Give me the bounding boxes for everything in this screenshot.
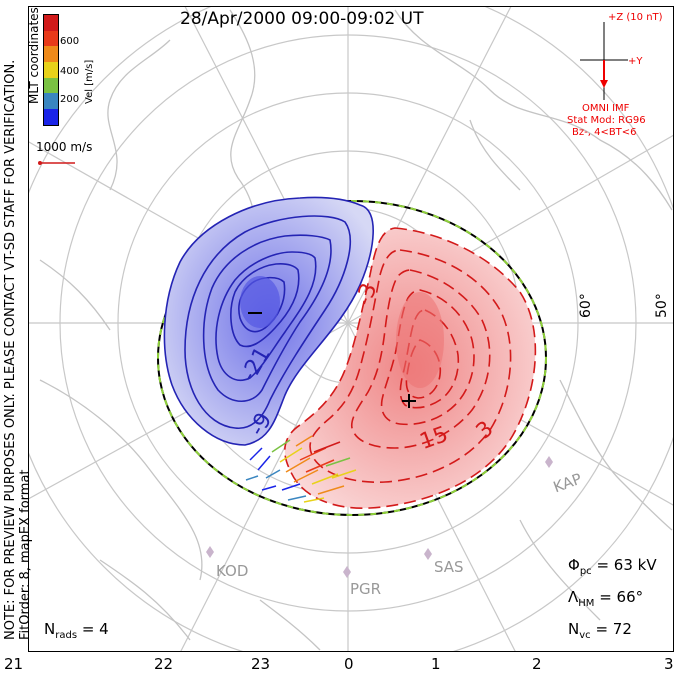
imf-source: OMNI IMF: [582, 103, 630, 114]
nvc-symbol: N: [568, 620, 580, 638]
mlt-tick-0: 0: [344, 655, 354, 673]
radar-label-kod: KOD: [216, 562, 249, 580]
phi-value: = 63 kV: [596, 556, 657, 574]
nrads-value: = 4: [81, 620, 109, 638]
positive-core: [396, 292, 444, 388]
lambda-sub: HM: [578, 598, 595, 609]
colorbar-tick-400: 400: [60, 66, 80, 77]
radar-markers: [204, 456, 553, 578]
imf-y-label: +Y: [628, 56, 643, 67]
lat-label-60: 60°: [578, 293, 594, 318]
vector-scale-label: 1000 m/s: [36, 140, 93, 154]
preview-note-line2: FitOrder: 8, mapEX format: [18, 469, 33, 640]
imf-z-label: +Z (10 nT): [608, 12, 663, 23]
preview-note-line1: NOTE: FOR PREVIEW PURPOSES ONLY. PLEASE …: [3, 59, 18, 640]
nvc-sub: vc: [579, 630, 591, 641]
mlt-tick-2: 2: [532, 655, 542, 673]
lambda-hm-stat: ΛHM = 66°: [568, 588, 643, 609]
radar-label-sas: SAS: [434, 558, 464, 576]
colorbar-tick-600: 600: [60, 36, 80, 47]
nrads-stat: Nrads = 4: [44, 620, 109, 641]
nrads-symbol: N: [44, 620, 56, 638]
coastlines: [39, 9, 673, 651]
radar-label-pgr: PGR: [350, 580, 382, 598]
imf-condition: Bz-, 4<BT<6: [572, 127, 637, 138]
nvc-value: = 72: [595, 620, 632, 638]
lambda-value: = 66°: [599, 588, 644, 606]
lambda-symbol: Λ: [568, 588, 579, 606]
mlt-tick-23: 23: [251, 655, 271, 673]
imf-stat-mod: Stat Mod: RG96: [567, 115, 646, 126]
phi-symbol: Φ: [568, 556, 580, 574]
mlt-tick-22: 22: [154, 655, 174, 673]
colorbar-tick-200: 200: [60, 94, 80, 105]
phi-pc-stat: Φpc = 63 kV: [568, 556, 657, 577]
velocity-vectors: [245, 435, 357, 503]
preview-note: NOTE: FOR PREVIEW PURPOSES ONLY. PLEASE …: [3, 60, 33, 640]
lat-label-50: 50°: [654, 293, 670, 318]
nvc-stat: Nvc = 72: [568, 620, 632, 641]
mlt-tick-1: 1: [431, 655, 441, 673]
negative-core: [240, 276, 280, 328]
nrads-sub: rads: [55, 630, 78, 641]
potential-max-marker: [402, 394, 416, 408]
colorbar-label: Vel [m/s]: [84, 59, 95, 104]
phi-sub: pc: [579, 566, 592, 577]
mlt-tick-21: 21: [4, 655, 24, 673]
map-title: 28/Apr/2000 09:00-09:02 UT: [180, 9, 424, 29]
velocity-colorbar: [43, 14, 59, 126]
mlt-tick-3: 3: [664, 655, 674, 673]
